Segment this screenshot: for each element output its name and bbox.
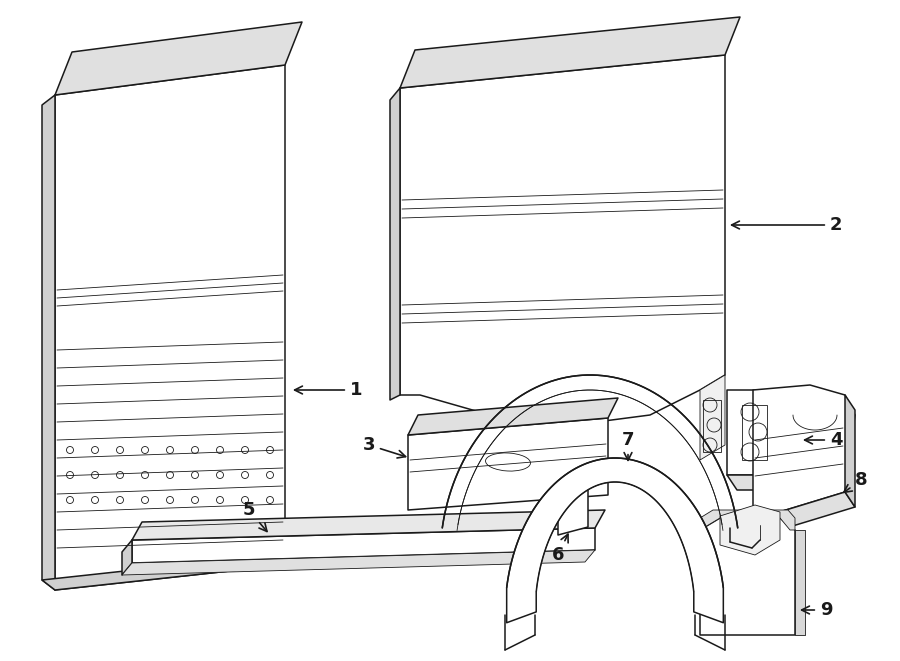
Text: 1: 1 (294, 381, 363, 399)
Polygon shape (727, 475, 808, 490)
Polygon shape (122, 550, 595, 575)
Text: 5: 5 (242, 501, 267, 531)
Bar (703, 400, 721, 452)
Text: 4: 4 (805, 431, 842, 449)
Polygon shape (727, 390, 798, 475)
Polygon shape (558, 466, 598, 492)
Polygon shape (845, 395, 855, 507)
Text: 8: 8 (844, 471, 868, 492)
Polygon shape (753, 385, 855, 520)
Polygon shape (42, 95, 55, 590)
Polygon shape (400, 17, 740, 88)
Polygon shape (720, 505, 780, 555)
Polygon shape (408, 398, 618, 435)
Polygon shape (795, 530, 805, 635)
Polygon shape (753, 492, 855, 535)
Text: 2: 2 (732, 216, 842, 234)
Polygon shape (400, 55, 725, 430)
Polygon shape (408, 418, 608, 510)
Text: 7: 7 (622, 431, 634, 460)
Polygon shape (390, 88, 400, 400)
Polygon shape (435, 375, 745, 528)
Bar (742, 405, 767, 460)
Polygon shape (132, 528, 595, 563)
Polygon shape (122, 540, 132, 575)
Polygon shape (55, 22, 302, 95)
Polygon shape (507, 458, 724, 623)
Polygon shape (42, 555, 285, 590)
Text: 3: 3 (363, 436, 406, 458)
Polygon shape (55, 65, 285, 590)
Text: 9: 9 (802, 601, 832, 619)
Polygon shape (700, 518, 795, 635)
Polygon shape (798, 390, 808, 490)
Text: 6: 6 (552, 534, 568, 564)
Polygon shape (700, 510, 795, 530)
Polygon shape (700, 375, 725, 460)
Polygon shape (132, 510, 605, 540)
Polygon shape (558, 484, 588, 535)
